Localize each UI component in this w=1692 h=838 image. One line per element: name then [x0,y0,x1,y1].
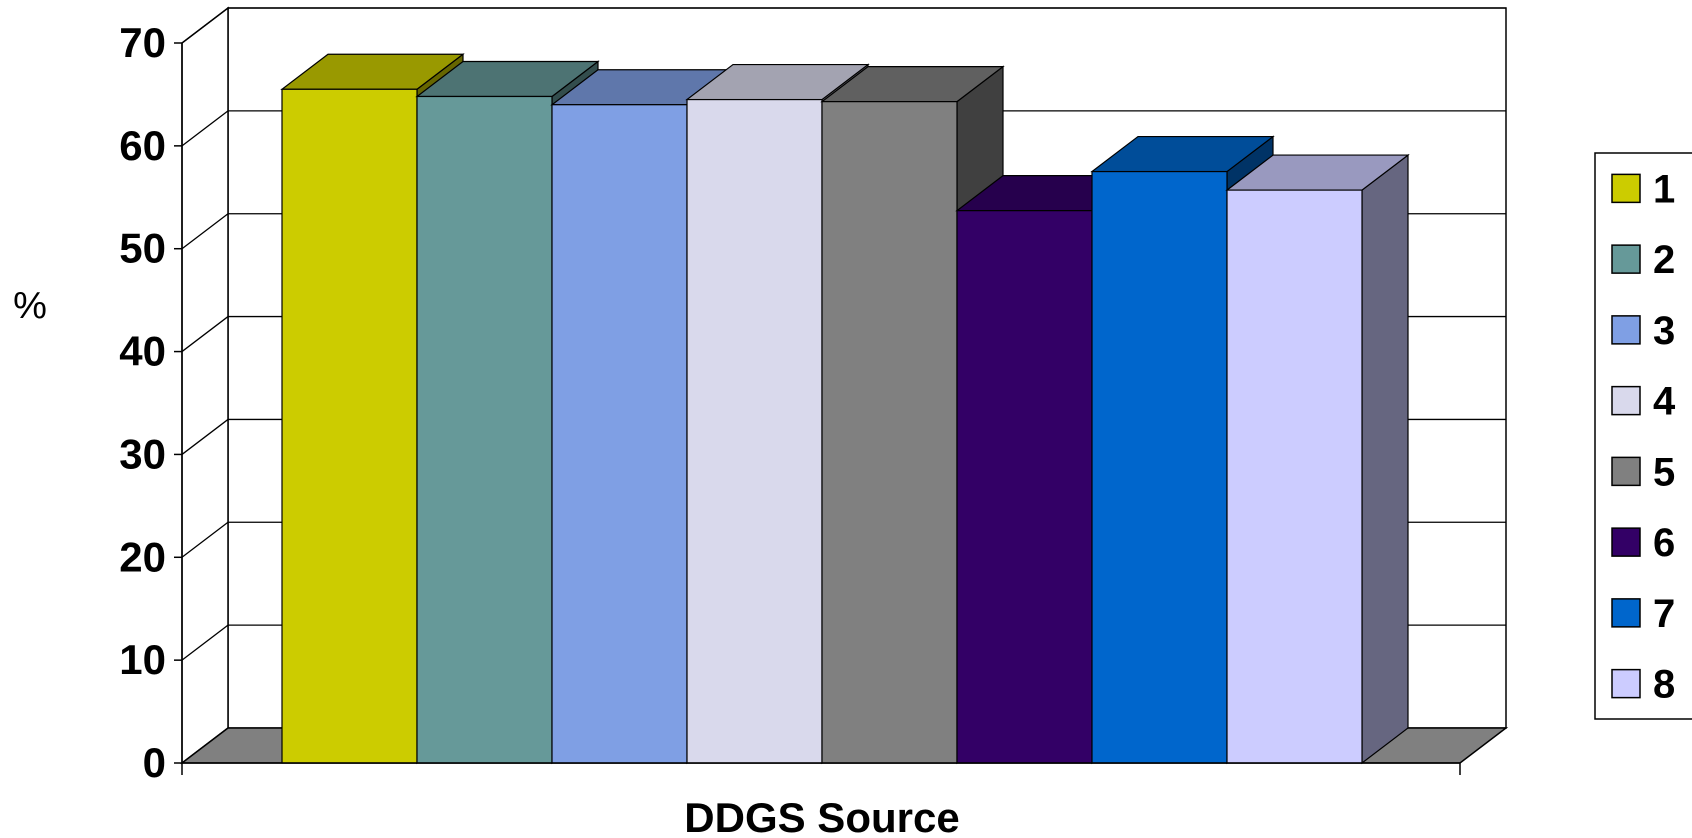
y-tick-label: 10 [119,636,166,683]
y-tick-label: 50 [119,225,166,272]
bar-front [551,104,688,764]
axes [174,42,1461,775]
legend-label-5: 5 [1653,450,1675,494]
legend-swatch-1 [1611,173,1641,204]
y-tick-label: 70 [119,19,166,66]
legend-box [1594,152,1692,720]
bar-8 [1225,153,1410,765]
legend-label-2: 2 [1653,238,1675,282]
bar-front [281,88,418,764]
gridline [181,110,1506,147]
y-tick-label: 0 [143,739,166,786]
legend-label-3: 3 [1653,309,1675,353]
legend-swatch-8 [1611,668,1641,699]
bar-front [416,95,553,764]
y-tick-labels: 0 10 20 30 40 50 60 70 [119,19,166,786]
legend-swatch-3 [1611,315,1641,345]
legend-label-6: 6 [1653,521,1675,565]
gridline [181,7,1506,44]
y-tick-label: 20 [119,533,166,580]
legend-swatch-6 [1611,527,1641,557]
legend-label-4: 4 [1653,380,1676,424]
bar-front [821,101,958,764]
x-axis-label: DDGS Source [684,794,959,838]
side-wall [181,6,229,765]
legend-swatch-4 [1611,385,1641,416]
y-tick-label: 30 [119,430,166,477]
y-axis-label: % [13,285,47,327]
legend-label-7: 7 [1653,592,1675,636]
legend-swatch-7 [1611,598,1641,628]
legend-label-8: 8 [1653,663,1675,707]
legend-label-1: 1 [1653,167,1675,211]
legend: 1 2 3 4 5 6 7 8 [1594,152,1692,720]
y-tick-label: 60 [119,122,166,169]
bar-side [1361,153,1409,765]
bar-front [1091,170,1228,764]
legend-swatch-2 [1611,244,1641,274]
bars [280,53,1410,765]
legend-swatch-5 [1611,456,1641,487]
y-tick-label: 40 [119,328,166,375]
bar-front [686,98,823,764]
bar-front [956,210,1093,764]
bar-front [1226,189,1363,764]
